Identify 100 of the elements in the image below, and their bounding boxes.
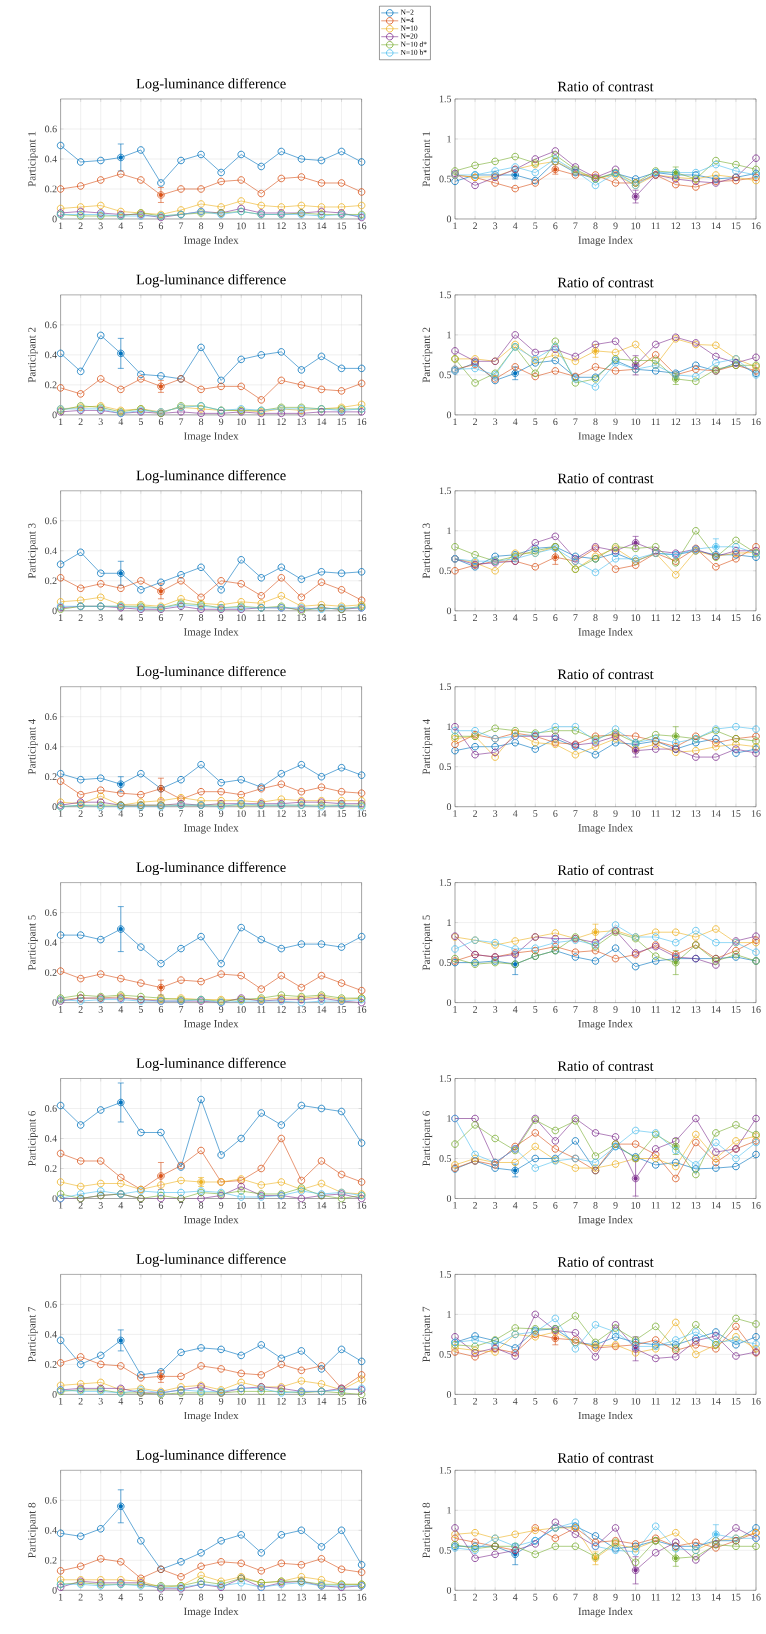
x-tick-label: 11 [257,1397,266,1405]
x-tick-label: 12 [277,614,286,621]
x-axis-title: Image Index [183,1411,239,1422]
x-tick-label: 3 [493,1202,498,1209]
y-tick-label: 1.5 [439,879,452,886]
x-tick-label: 14 [711,1202,721,1209]
x-axis-title: Image Index [578,1215,633,1226]
x-tick-label: 8 [198,1006,204,1013]
x-tick-label: 15 [337,1202,347,1209]
x-tick-label: 3 [98,1593,103,1601]
x-tick-label: 12 [671,1202,681,1209]
y-tick-label: 1.5 [439,291,452,299]
chart-title: Log-luminance difference [136,78,286,92]
x-axis-title: Image Index [183,1215,239,1226]
x-tick-label: 9 [613,222,618,230]
x-tick-label: 2 [473,1006,478,1013]
y-tick-label: 1.5 [439,1466,452,1474]
x-tick-label: 9 [613,1397,618,1405]
x-tick-label: 11 [257,1202,266,1209]
x-tick-label: 4 [118,418,124,425]
x-tick-label: 14 [711,1397,721,1405]
x-axis-title: Image Index [183,823,239,834]
x-tick-label: 1 [453,1593,457,1601]
x-tick-label: 8 [593,222,598,230]
y-tick-label: 1 [447,135,451,143]
x-tick-label: 7 [179,1593,184,1601]
y-axis-title: Participant 1 [422,131,433,187]
x-axis-title: Image Index [183,431,239,442]
x-tick-label: 4 [512,222,518,230]
x-tick-label: 12 [277,1397,286,1405]
x-tick-label: 14 [711,222,721,230]
x-tick-label: 6 [553,1006,558,1013]
x-tick-label: 2 [78,1006,83,1013]
y-tick-label: 1 [447,331,451,339]
x-tick-label: 12 [277,810,286,817]
x-tick-label: 4 [118,222,124,230]
x-tick-label: 3 [493,1593,498,1601]
x-tick-label: 5 [533,1202,538,1209]
x-tick-label: 2 [473,418,478,425]
x-tick-label: 4 [118,810,124,817]
y-tick-label: 1.5 [439,487,452,495]
y-tick-label: 0.2 [45,185,57,193]
y-tick-label: 0.6 [45,517,57,525]
x-tick-label: 15 [337,1593,347,1601]
x-tick-label: 13 [691,1006,701,1013]
y-tick-label: 0.6 [45,1105,57,1112]
x-tick-label: 13 [691,222,701,230]
x-tick-label: 6 [158,1397,164,1405]
y-tick-label: 0 [52,215,57,223]
x-tick-label: 10 [631,810,641,817]
x-tick-label: 11 [651,1006,660,1013]
x-tick-label: 6 [553,222,558,230]
x-tick-label: 10 [631,1202,641,1209]
x-tick-label: 12 [671,1397,681,1405]
x-tick-label: 1 [453,418,457,425]
x-tick-label: 11 [257,418,266,425]
y-tick-label: 1.5 [439,683,452,691]
x-tick-label: 6 [553,810,558,817]
x-tick-label: 5 [138,810,143,817]
x-tick-label: 10 [237,1006,246,1013]
y-tick-label: 0 [446,1195,452,1202]
x-tick-label: 14 [317,418,327,425]
y-tick-label: 0.4 [45,939,57,946]
y-tick-label: 0.2 [45,1556,57,1564]
x-tick-label: 7 [179,810,184,817]
x-tick-label: 1 [58,1593,63,1601]
chart-title: Ratio of contrast [557,1452,654,1463]
y-axis-title: Participant 1 [28,131,38,187]
x-axis-title: Image Index [578,627,633,638]
x-tick-label: 3 [98,614,103,621]
y-axis-title: Participant 6 [28,1110,38,1167]
y-tick-label: 0.2 [45,381,57,389]
x-tick-label: 3 [493,222,498,230]
x-tick-label: 2 [78,1397,83,1405]
y-tick-label: 0.2 [45,773,57,781]
x-tick-label: 7 [179,1397,184,1405]
y-tick-label: 0.5 [439,371,452,379]
chart-title: Ratio of contrast [557,864,654,876]
y-tick-label: 1.5 [439,1075,452,1082]
x-axis-title: Image Index [183,1019,239,1030]
x-tick-label: 3 [493,1006,498,1013]
x-tick-label: 11 [651,810,660,817]
x-tick-label: 16 [357,1202,367,1209]
x-tick-label: 2 [78,1202,83,1209]
y-tick-label: 0.2 [45,577,57,585]
x-tick-label: 6 [158,810,164,817]
x-tick-label: 14 [317,1202,327,1209]
x-tick-label: 8 [593,810,598,817]
x-tick-label: 9 [613,614,618,621]
x-tick-label: 10 [631,418,641,426]
y-tick-label: 1.5 [439,95,452,103]
x-tick-label: 6 [158,418,164,426]
x-tick-label: 5 [138,614,143,621]
x-tick-label: 11 [651,222,660,230]
x-tick-label: 4 [512,418,518,425]
y-tick-label: 0 [52,607,57,615]
x-tick-label: 14 [317,1006,327,1013]
x-tick-label: 5 [533,1006,538,1013]
x-tick-label: 5 [138,1397,143,1405]
y-tick-label: 0.4 [45,743,57,751]
